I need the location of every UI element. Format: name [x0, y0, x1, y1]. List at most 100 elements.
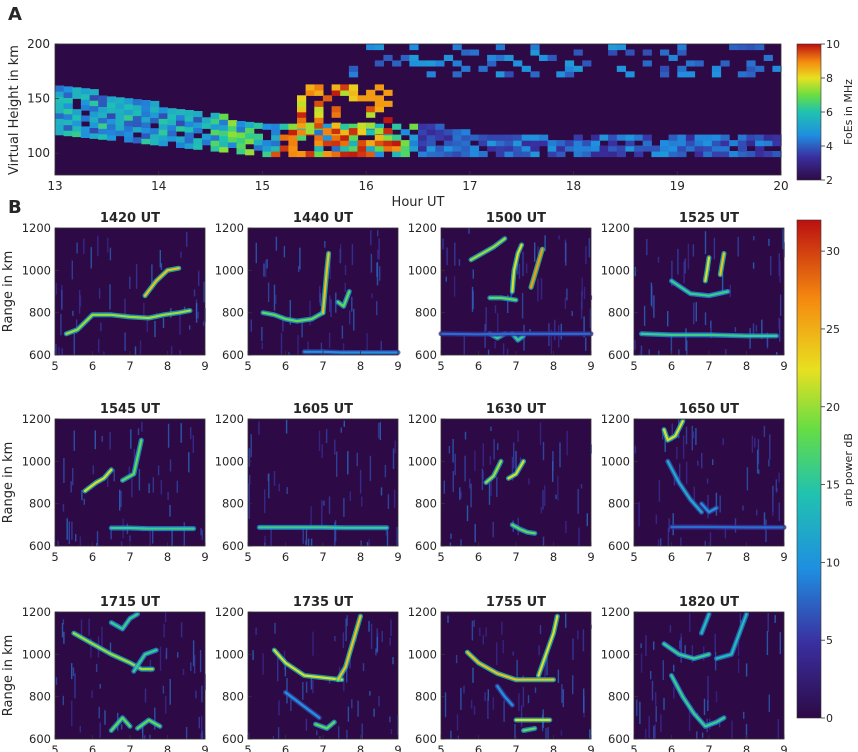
- foes-cell: [262, 140, 272, 147]
- x-tick-label: 6: [89, 550, 96, 564]
- foes-cell: [98, 117, 108, 124]
- noise-streak: [564, 297, 567, 309]
- noise-streak: [390, 619, 392, 636]
- ionogram-title: 1545 UT: [100, 402, 160, 417]
- echo-trace: [321, 252, 330, 314]
- foes-cell: [124, 136, 134, 143]
- noise-streak: [707, 676, 709, 702]
- foes-cell: [720, 140, 730, 147]
- noise-streak: [507, 294, 509, 313]
- colorbar-tick-label: 20: [826, 401, 840, 414]
- ionogram-noise: [250, 230, 382, 355]
- x-tick-label: 6: [668, 550, 675, 564]
- foes-cell: [426, 129, 436, 136]
- foes-cell: [694, 145, 704, 152]
- noise-streak: [446, 247, 448, 266]
- foes-cell: [366, 151, 376, 158]
- foes-cell: [245, 121, 255, 128]
- x-tick-label: 8: [164, 743, 171, 752]
- foes-cell: [115, 124, 125, 131]
- x-tick-label: 9: [587, 359, 594, 373]
- noise-streak: [651, 680, 654, 701]
- noise-streak: [646, 239, 648, 256]
- foes-cell: [219, 113, 229, 120]
- noise-streak: [460, 539, 462, 546]
- foes-cell: [564, 60, 575, 67]
- ionogram-panel-2: 1500 UT 600 800 1000 1200 5 6 7 8 9: [408, 211, 595, 373]
- noise-streak: [261, 342, 263, 350]
- noise-streak: [353, 308, 355, 331]
- foes-cell: [348, 95, 359, 102]
- noise-streak: [520, 705, 523, 727]
- foes-cell: [348, 151, 359, 158]
- noise-streak: [547, 727, 549, 739]
- foes-cell: [288, 140, 298, 147]
- noise-streak: [336, 451, 338, 477]
- noise-streak: [349, 652, 351, 669]
- foes-cell: [469, 151, 480, 158]
- foes-cell: [452, 145, 462, 152]
- foes-cell: [513, 145, 523, 152]
- foes-cell: [746, 140, 756, 147]
- noise-streak: [458, 259, 461, 266]
- noise-streak: [361, 723, 363, 739]
- echo-trace: [132, 649, 158, 673]
- noise-streak: [763, 425, 766, 438]
- noise-streak: [347, 451, 349, 475]
- foes-cell: [521, 134, 531, 141]
- echo-trace: [522, 727, 536, 732]
- y-tick-label: 1000: [601, 454, 630, 468]
- foes-cell: [150, 139, 160, 146]
- x-tick-label: 9: [394, 359, 401, 373]
- noise-streak: [377, 422, 380, 439]
- colorbar-tick-label: 30: [826, 245, 840, 258]
- ionogram-noise: [248, 419, 398, 546]
- foes-cell: [720, 134, 730, 141]
- foes-cell: [55, 85, 65, 92]
- noise-streak: [192, 640, 195, 667]
- foes-cell: [55, 96, 65, 103]
- noise-streak: [554, 319, 556, 341]
- noise-streak: [148, 483, 150, 494]
- noise-streak: [163, 623, 165, 638]
- ionogram-panel-9: 1735 UT6008001000120056789Frequency in M…: [215, 595, 402, 752]
- foes-cell: [590, 134, 601, 141]
- foes-cell: [487, 54, 497, 61]
- noise-streak: [714, 633, 716, 653]
- foes-cell: [305, 84, 315, 91]
- noise-streak: [341, 325, 344, 339]
- noise-streak: [344, 282, 346, 293]
- noise-streak: [343, 420, 345, 427]
- foes-cell: [80, 99, 91, 106]
- foes-cell: [348, 84, 359, 91]
- y-tick-label: 1000: [215, 647, 244, 661]
- foes-cell: [495, 71, 505, 78]
- foes-cell: [418, 145, 428, 152]
- foes-cell: [236, 131, 246, 138]
- noise-streak: [634, 266, 636, 277]
- foes-cell: [279, 134, 289, 141]
- echo-trace: [303, 350, 400, 354]
- ionogram-panel-5: 1605 UT 600 800 1000 1200 5 6 7 8 9: [215, 402, 402, 564]
- noise-streak: [737, 658, 740, 673]
- echo-trace: [507, 460, 525, 480]
- noise-streak: [381, 631, 383, 643]
- ionogram-panel-11: 1820 UT6008001000120056789Frequency in M…: [601, 595, 788, 752]
- noise-streak: [460, 687, 462, 710]
- x-tick-label: 6: [89, 359, 96, 373]
- noise-streak: [753, 236, 755, 241]
- y-tick-label: 600: [29, 539, 51, 553]
- foes-cell: [89, 127, 99, 134]
- noise-streak: [639, 701, 641, 724]
- noise-streak: [370, 230, 372, 246]
- foes-cell: [685, 145, 696, 152]
- foes-cell: [193, 111, 203, 118]
- noise-streak: [765, 519, 767, 542]
- noise-streak: [540, 507, 542, 514]
- noise-streak: [103, 351, 105, 355]
- x-tick-label: 5: [630, 550, 637, 564]
- foes-cell: [348, 89, 359, 96]
- foes-cell: [616, 65, 626, 72]
- noise-streak: [265, 260, 267, 278]
- noise-streak: [487, 697, 489, 719]
